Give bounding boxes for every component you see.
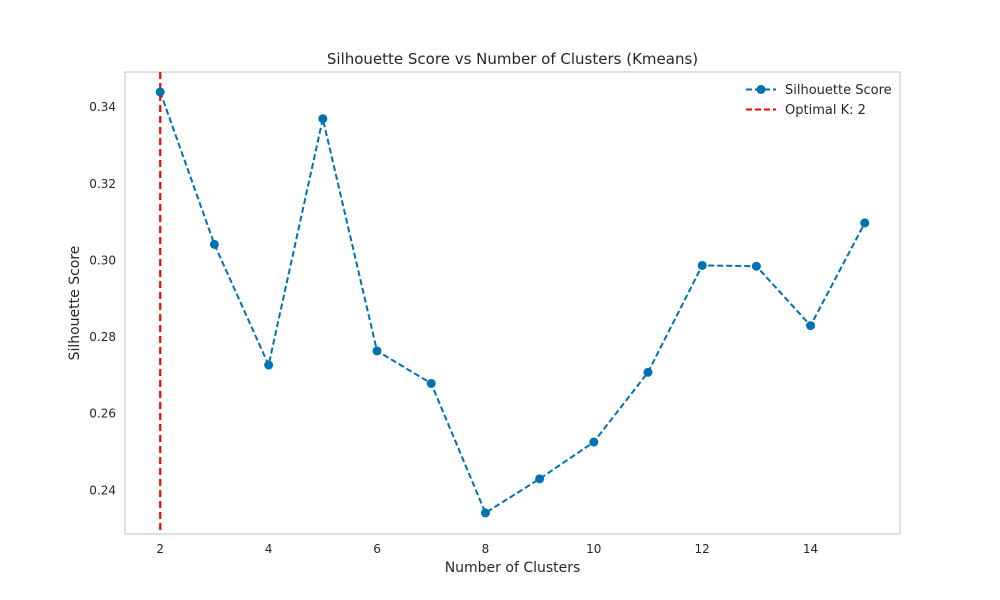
data-point [480, 508, 490, 518]
data-point [426, 378, 436, 388]
data-point [155, 87, 165, 97]
x-tick-label: 12 [695, 542, 710, 556]
y-axis-label: Silhouette Score [67, 246, 83, 361]
data-point [535, 474, 545, 484]
chart-title: Silhouette Score vs Number of Clusters (… [327, 50, 698, 68]
legend-series-marker [756, 85, 766, 94]
x-axis-label: Number of Clusters [445, 560, 581, 576]
data-point [860, 218, 870, 228]
y-tick-label: 0.28 [89, 330, 116, 344]
x-ticks: 2 4 6 8 10 12 14 [156, 542, 818, 556]
y-tick-label: 0.24 [89, 483, 116, 497]
x-tick-label: 10 [586, 542, 601, 556]
x-tick-label: 14 [803, 542, 818, 556]
legend-optimal-label: Optimal K: 2 [785, 103, 866, 118]
y-ticks: 0.24 0.26 0.28 0.30 0.32 0.34 [89, 100, 116, 497]
data-point [318, 114, 328, 124]
plot-area [124, 71, 901, 535]
data-point [372, 346, 382, 356]
x-tick-label: 6 [373, 542, 381, 556]
y-tick-label: 0.30 [89, 253, 116, 267]
y-tick-label: 0.32 [89, 177, 116, 191]
data-point [209, 239, 219, 249]
y-tick-label: 0.34 [89, 100, 116, 114]
y-tick-label: 0.26 [89, 407, 116, 421]
legend: Silhouette Score Optimal K: 2 [746, 83, 892, 118]
data-point [751, 261, 761, 271]
series-line [159, 91, 866, 515]
data-point [806, 321, 816, 331]
x-tick-label: 4 [265, 542, 273, 556]
data-point [264, 360, 274, 370]
data-point [589, 437, 599, 447]
x-tick-label: 8 [482, 542, 490, 556]
series-group [155, 87, 870, 518]
legend-series-label: Silhouette Score [785, 83, 892, 98]
data-point [697, 260, 707, 270]
x-tick-label: 2 [156, 542, 164, 556]
data-point [643, 367, 653, 377]
